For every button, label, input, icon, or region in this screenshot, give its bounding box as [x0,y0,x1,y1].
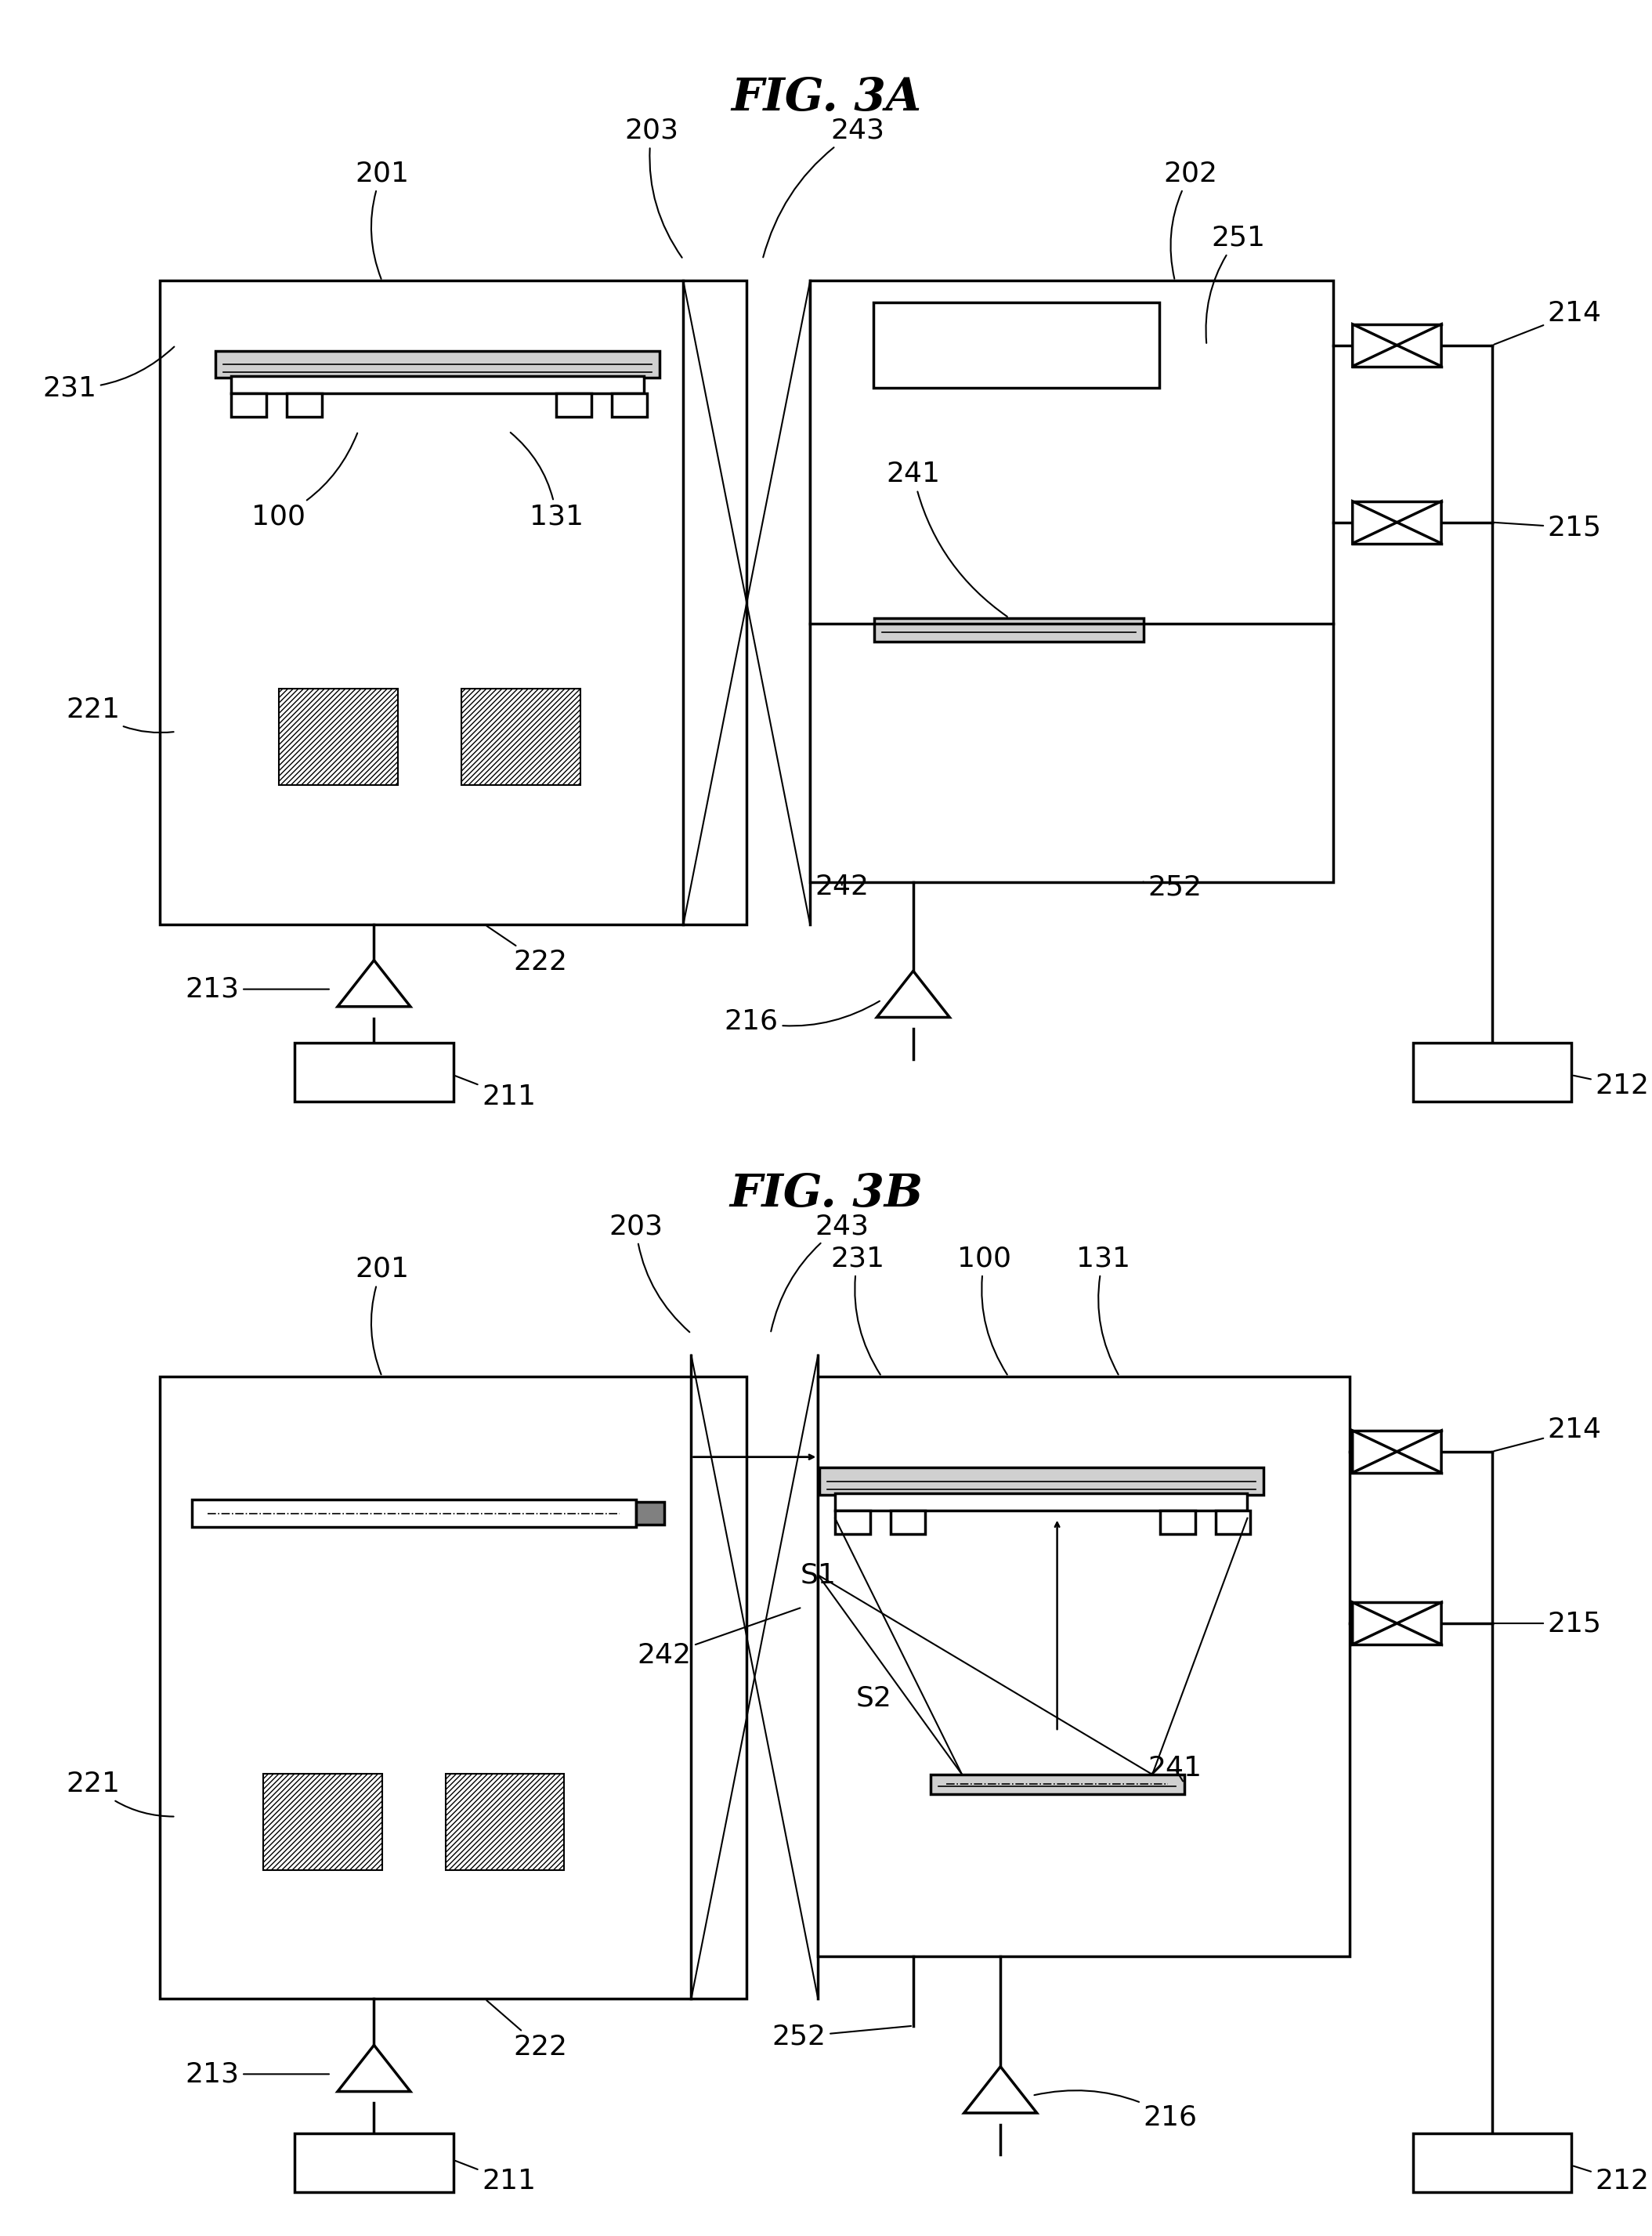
Bar [263,1773,382,1869]
Text: 251: 251 [1206,224,1265,342]
Text: 212: 212 [1573,2167,1649,2196]
Text: 252: 252 [1143,874,1203,901]
Bar [160,282,747,926]
Text: 241: 241 [885,461,1008,617]
Text: FIG. 3B: FIG. 3B [729,1172,923,1216]
Polygon shape [1398,1603,1441,1643]
Text: 221: 221 [66,1771,173,1816]
Bar [557,394,591,418]
Text: 211: 211 [456,2160,535,2196]
Text: 242: 242 [814,874,869,901]
Bar [1216,1512,1251,1534]
Text: 211: 211 [456,1076,535,1109]
Bar [611,394,648,418]
Bar [818,1377,1350,1956]
Text: 231: 231 [43,347,173,402]
Text: 214: 214 [1493,300,1602,344]
Text: 201: 201 [355,161,410,280]
Polygon shape [965,2066,1037,2113]
Polygon shape [337,2046,410,2091]
Bar [874,302,1160,389]
Text: 212: 212 [1573,1073,1649,1100]
Polygon shape [1398,324,1441,367]
Text: 213: 213 [185,975,329,1002]
Text: 231: 231 [831,1245,885,1375]
Bar [1412,1042,1571,1102]
Text: 222: 222 [487,2001,568,2062]
Text: S1: S1 [800,1561,836,1588]
Bar [231,394,266,418]
Text: 214: 214 [1493,1418,1602,1451]
Text: S2: S2 [856,1686,892,1713]
Text: 203: 203 [608,1212,689,1333]
Text: 131: 131 [1077,1245,1130,1375]
Bar [930,1775,1184,1793]
Bar [294,1042,453,1102]
Text: 242: 242 [638,1608,800,1668]
Text: 241: 241 [1148,1755,1203,1782]
Bar [809,282,1333,881]
Text: 202: 202 [1163,161,1218,280]
Bar [446,1773,565,1869]
Bar [834,1512,871,1534]
Bar [287,394,322,418]
Bar [279,689,398,785]
Polygon shape [1353,501,1398,543]
Bar [819,1467,1264,1494]
Polygon shape [1398,501,1441,543]
Text: 203: 203 [624,116,682,257]
Text: 100: 100 [958,1245,1011,1375]
Polygon shape [1353,1431,1398,1474]
Bar [1160,1512,1194,1534]
Bar [461,689,580,785]
Text: 201: 201 [355,1257,410,1375]
Polygon shape [1353,1603,1398,1643]
Text: 215: 215 [1495,514,1602,541]
Bar [834,1494,1247,1512]
Bar [192,1500,636,1527]
Text: 213: 213 [185,2062,329,2088]
Bar [160,1377,747,1999]
Bar [294,2133,453,2191]
Bar [215,351,659,378]
Polygon shape [1353,324,1398,367]
Text: 252: 252 [771,2024,910,2050]
Bar [1412,2133,1571,2191]
Text: 100: 100 [251,434,357,530]
Bar [874,617,1143,642]
Text: FIG. 3A: FIG. 3A [730,76,922,121]
Polygon shape [877,970,950,1017]
Bar [890,1512,925,1534]
Text: 216: 216 [724,1002,879,1035]
Text: 243: 243 [771,1212,869,1330]
Text: 131: 131 [510,432,583,530]
Polygon shape [1398,1431,1441,1474]
Text: 215: 215 [1495,1610,1602,1637]
Text: 216: 216 [1034,2091,1198,2131]
Polygon shape [337,959,410,1006]
Bar [231,376,644,394]
Text: 243: 243 [763,116,885,257]
Bar [636,1503,664,1525]
Text: 222: 222 [487,926,568,975]
Text: 221: 221 [66,698,173,733]
